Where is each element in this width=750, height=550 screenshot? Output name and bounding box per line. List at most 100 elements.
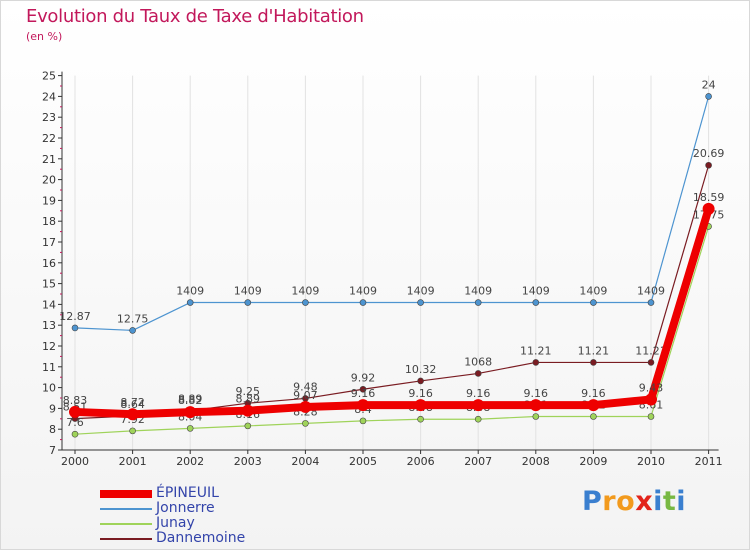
y-tick-label: 9	[49, 402, 56, 415]
legend-swatch-dannemoine	[100, 538, 152, 540]
x-tick-label: 2002	[176, 455, 204, 468]
legend-swatch-junay	[100, 523, 152, 525]
y-tick-label: 15	[42, 278, 56, 291]
data-point-junay	[590, 413, 597, 420]
x-tick-label: 2006	[407, 455, 435, 468]
data-label-jonnerre: 1409	[522, 285, 550, 298]
data-point-epineuil	[529, 399, 542, 412]
data-label-jonnerre: 1409	[579, 285, 607, 298]
y-tick-label: 17	[42, 236, 56, 249]
y-tick-label: 13	[42, 319, 56, 332]
data-point-epineuil	[241, 404, 254, 417]
x-tick-label: 2011	[695, 455, 723, 468]
data-label-epineuil: 8.72	[120, 396, 145, 409]
y-tick-label: 10	[42, 382, 56, 395]
data-point-epineuil	[299, 400, 312, 413]
data-point-junay	[647, 413, 655, 420]
data-label-epineuil: 9.16	[581, 387, 606, 400]
x-tick-label: 2010	[637, 455, 665, 468]
y-tick-label: 12	[42, 340, 56, 353]
data-label-jonnerre: 1409	[407, 285, 435, 298]
logo-letter: i	[653, 486, 663, 517]
y-tick-label: 18	[42, 215, 56, 228]
data-label-dannemoine: 20.69	[693, 147, 725, 160]
data-label-dannemoine: 9.48	[293, 380, 318, 393]
y-tick-label: 16	[42, 257, 56, 270]
legend-swatch-jonnerre	[100, 508, 152, 510]
data-point-dannemoine	[532, 359, 540, 366]
data-point-dannemoine	[705, 161, 712, 169]
logo-letter: x	[635, 486, 654, 517]
data-label-dannemoine: 11.21	[520, 344, 552, 357]
data-point-jonnerre	[71, 324, 79, 332]
data-label-jonnerre: 1409	[176, 285, 204, 298]
data-point-jonnerre	[359, 299, 367, 306]
data-label-epineuil: 8.89	[236, 393, 261, 406]
x-tick-label: 2007	[464, 455, 492, 468]
data-label-jonnerre: 1409	[291, 285, 319, 298]
series-line-junay	[74, 225, 710, 435]
data-label-dannemoine: 8.64	[120, 398, 145, 411]
logo-letter: i	[676, 486, 687, 517]
data-label-jonnerre: 12.87	[59, 310, 91, 323]
data-point-jonnerre	[532, 299, 540, 306]
data-point-jonnerre	[474, 299, 482, 306]
data-label-epineuil: 8.83	[63, 394, 88, 407]
x-tick-label: 2000	[61, 455, 89, 468]
data-label-epineuil: 9.43	[639, 381, 664, 394]
data-point-jonnerre	[302, 299, 309, 306]
data-point-epineuil	[69, 405, 81, 418]
y-tick-label: 25	[42, 70, 56, 83]
data-label-dannemoine: 10.32	[405, 363, 437, 376]
y-tick-label: 8	[49, 423, 56, 436]
data-point-dannemoine	[474, 370, 482, 377]
data-point-dannemoine	[417, 377, 424, 385]
chart-title: Evolution du Taux de Taxe d'Habitation	[26, 6, 364, 27]
data-label-jonnerre: 1409	[349, 285, 377, 298]
data-point-junay	[359, 417, 367, 425]
data-point-dannemoine	[590, 359, 597, 366]
data-point-jonnerre	[129, 327, 136, 334]
data-point-junay	[474, 415, 482, 423]
x-tick-label: 2009	[579, 455, 607, 468]
y-tick-label: 22	[42, 132, 56, 145]
data-label-epineuil: 9.07	[293, 389, 318, 402]
legend-swatch-epineuil	[100, 490, 152, 498]
data-label-jonnerre: 12.75	[117, 312, 149, 325]
data-point-junay	[417, 415, 424, 423]
data-point-junay	[186, 425, 194, 432]
legend-label-dannemoine: Dannemoine	[156, 530, 246, 546]
series-line-epineuil	[71, 204, 713, 419]
data-point-jonnerre	[590, 299, 597, 306]
data-label-junay: 7.6	[66, 416, 84, 429]
data-point-jonnerre	[244, 299, 252, 306]
data-point-epineuil	[702, 202, 715, 215]
data-label-dannemoine: 9.92	[351, 371, 376, 384]
y-tick-label: 19	[42, 194, 56, 207]
data-label-epineuil: 9.16	[524, 387, 549, 400]
data-label-dannemoine: 1068	[464, 355, 492, 368]
y-tick-label: 11	[42, 361, 56, 374]
data-point-epineuil	[645, 393, 657, 406]
data-point-junay	[302, 420, 309, 427]
y-tick-label: 24	[42, 90, 56, 103]
legend-label-jonnerre: Jonnerre	[156, 500, 215, 516]
data-label-dannemoine: 9.25	[236, 385, 261, 398]
data-label-epineuil: 8.82	[178, 394, 203, 407]
data-point-dannemoine	[359, 385, 367, 393]
data-label-jonnerre: 1409	[464, 285, 492, 298]
legend-label-junay: Junay	[156, 515, 195, 531]
data-point-junay	[71, 430, 79, 438]
data-label-dannemoine: 8.89	[178, 393, 203, 406]
data-label-jonnerre: 24	[702, 78, 716, 91]
y-tick-label: 7	[49, 444, 56, 457]
data-point-jonnerre	[647, 299, 655, 306]
y-tick-label: 20	[42, 174, 56, 187]
data-label-epineuil: 9.16	[466, 387, 491, 400]
data-label-epineuil: 9.16	[408, 387, 433, 400]
data-point-jonnerre	[186, 299, 194, 306]
logo-letter: P	[582, 486, 603, 517]
data-label-epineuil: 9.16	[351, 387, 376, 400]
data-label-dannemoine: 11.21	[578, 344, 610, 357]
